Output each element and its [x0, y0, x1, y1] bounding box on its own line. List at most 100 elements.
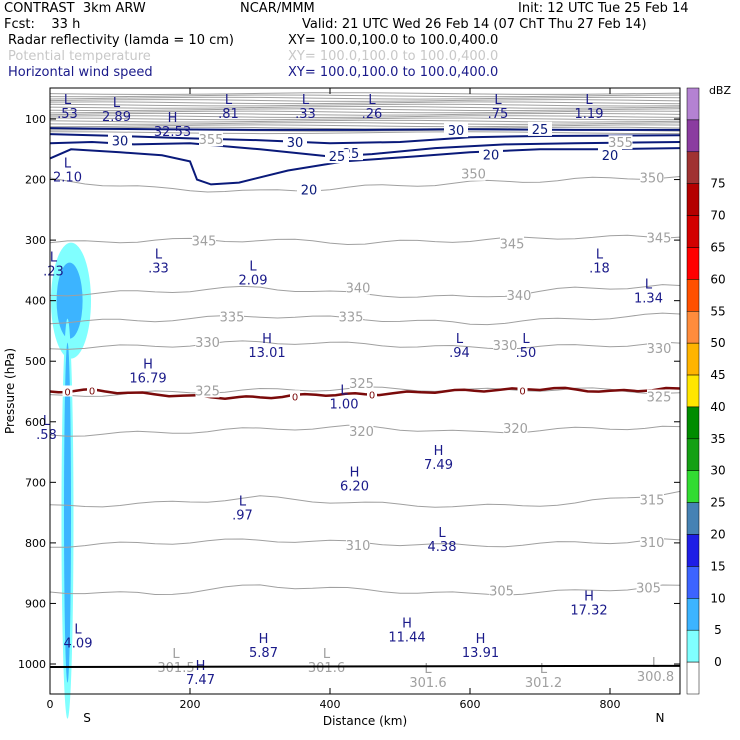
theta-label-bg: [195, 335, 220, 350]
wind-label: 20: [602, 149, 619, 164]
theta-label: 325: [647, 391, 672, 406]
theta-contour-315: [49, 490, 681, 508]
extremum-value: 2.89: [102, 110, 131, 125]
colorbar-swatch: [686, 598, 700, 631]
theta-label-bg: [507, 287, 531, 302]
extremum-value: 4.09: [64, 637, 93, 652]
theta-label-bg: [349, 424, 374, 439]
upper-level-theta-band: [49, 92, 681, 135]
theta-label: 345: [192, 234, 217, 249]
extremum-mark: L: [225, 93, 233, 108]
wind-label: 25: [329, 150, 346, 165]
extremum-mark: L: [113, 96, 121, 111]
wind-label: 30: [448, 124, 465, 139]
colorbar-swatch: [686, 247, 700, 280]
y-tick-label: 700: [25, 476, 46, 489]
theta-label: 310: [640, 536, 665, 551]
upper-theta-line: [49, 119, 681, 123]
colorbar-label: 70: [710, 209, 725, 223]
forecast-hour: Fcst: 33 h: [4, 17, 81, 32]
extremum-mark: L: [494, 93, 502, 108]
theta-label-bg: [647, 341, 671, 356]
extremum-value: 5.87: [249, 646, 278, 661]
x-tick-label: 200: [180, 698, 201, 711]
extremum-mark: L: [456, 332, 464, 347]
wind-label: 30: [112, 134, 129, 149]
extremum-mark: L: [74, 623, 82, 638]
upper-theta-line: [49, 110, 681, 114]
upper-theta-line: [49, 105, 681, 109]
y-tick-label: 800: [25, 537, 46, 550]
zero-label: 0: [64, 388, 70, 399]
extremum-value: .81: [218, 107, 239, 122]
extremum-value: .97: [232, 508, 253, 523]
x-tick-label: 0: [47, 698, 54, 711]
colorbar-swatch: [686, 215, 700, 248]
theta-label-bg: [346, 280, 370, 295]
colorbar-label: 40: [710, 400, 725, 414]
theta-label: 325: [349, 377, 374, 392]
extremum-mark: L: [368, 93, 376, 108]
extremum-value: 7.49: [424, 458, 453, 473]
x-axis-label: Distance (km): [323, 714, 407, 728]
theta-label-bg: [195, 383, 220, 398]
extremum-value: 16.79: [129, 371, 166, 386]
upper-theta-line: [49, 103, 681, 107]
zero-label-bg: [517, 384, 528, 396]
theta-label-bg: [647, 230, 671, 245]
theta-label: 355: [608, 136, 633, 151]
extremum-mark: H: [584, 589, 594, 604]
theta-contour-335: [49, 312, 681, 326]
theta-label-bg: [220, 309, 244, 324]
extremum-value: 13.01: [248, 346, 285, 361]
wind-label: 25: [532, 123, 549, 138]
zero-label-bg: [367, 388, 377, 400]
theta-label: 335: [220, 311, 245, 326]
colorbar-label: 35: [710, 432, 725, 446]
upper-theta-line: [49, 108, 681, 112]
extremum-mark: H: [402, 617, 412, 632]
theta-label-bg: [489, 583, 514, 598]
theta-label: 310: [346, 539, 371, 554]
theta-label-bg: [647, 389, 671, 404]
extremum-mark: L: [239, 494, 247, 509]
y-tick-label: 100: [25, 113, 46, 126]
y-tick-label: 1000: [18, 658, 46, 671]
colorbar-label: 10: [710, 591, 725, 605]
colorbar-swatch: [686, 279, 700, 312]
extremum-mark: L: [249, 259, 257, 274]
colorbar-swatch: [686, 183, 700, 216]
extremum-mark: H: [262, 332, 272, 347]
colorbar-swatch: [686, 629, 700, 663]
theta-label: 335: [339, 311, 364, 326]
wind-label: 20: [301, 183, 318, 198]
extremum-mark: L: [596, 247, 604, 262]
extremum-value: 301.6: [409, 676, 446, 691]
zero-label: 0: [519, 386, 525, 397]
theta-label: 330: [195, 336, 220, 351]
init-time: Init: 12 UTC Tue 25 Feb 14: [518, 1, 689, 16]
extremum-mark: H: [168, 111, 178, 126]
colorbar-label: 5: [714, 623, 722, 637]
extremum-value: 7.47: [186, 673, 215, 688]
x-tick-label: 800: [600, 698, 621, 711]
theta-label: 330: [647, 342, 672, 357]
y-axis-label: Pressure (hPa): [3, 348, 17, 434]
extremum-mark: L: [172, 647, 180, 662]
theta-label-bg: [640, 534, 664, 549]
theta-label: 340: [346, 282, 371, 297]
extremum-mark: L: [522, 332, 530, 347]
theta-contour-330: [49, 340, 681, 350]
extremum-value: .75: [488, 107, 509, 122]
colorbar-label: 55: [710, 304, 725, 318]
wind-label-bg: [283, 135, 307, 150]
extremum-mark: L: [43, 414, 51, 429]
upper-theta-line: [49, 115, 681, 119]
theta-label: 305: [489, 584, 514, 599]
valid-time: Valid: 21 UTC Wed 26 Feb 14 (07 ChT Thu …: [302, 17, 647, 32]
y-tick-label: 500: [25, 355, 46, 368]
extremum-value: 301.2: [525, 676, 562, 691]
